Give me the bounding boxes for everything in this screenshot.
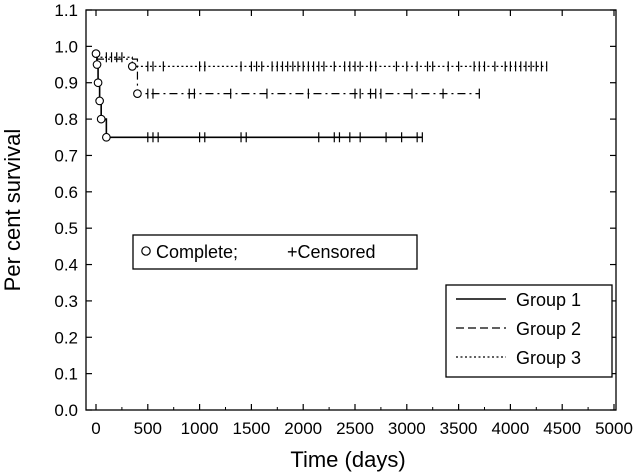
y-tick-label: 1.0 (54, 37, 78, 56)
x-tick-label: 500 (134, 419, 162, 438)
complete-point (93, 78, 103, 88)
y-tick-label: 0.0 (54, 401, 78, 420)
x-tick-label: 5000 (595, 419, 633, 438)
legend-label-group-1: Group 1 (516, 290, 581, 310)
complete-label: Complete; (156, 242, 238, 262)
y-tick-label: 0.7 (54, 146, 78, 165)
y-axis: 0.0 0.1 0.2 0.3 0.4 0.5 0.6 0.7 0.8 0.9 1.0 1.1 (54, 1, 616, 420)
x-tick-label: 4000 (491, 419, 529, 438)
series-layer (91, 49, 548, 143)
x-tick-label: 3500 (440, 419, 478, 438)
x-tick-label: 2000 (284, 419, 322, 438)
x-tick-label: 0 (91, 419, 100, 438)
complete-point (96, 114, 106, 124)
legend-label-group-3: Group 3 (516, 348, 581, 368)
x-tick-label: 2500 (336, 419, 374, 438)
x-tick-label: 1000 (181, 419, 219, 438)
y-axis-title: Per cent survival (0, 129, 25, 292)
series-legend-box (445, 284, 613, 378)
y-tick-label: 0.5 (54, 219, 78, 238)
complete-point (133, 89, 142, 98)
plot-frame (85, 9, 617, 411)
plot-area: 0.0 0.1 0.2 0.3 0.4 0.5 0.6 0.7 0.8 0.9 1.0 1.1 0 50… (54, 1, 633, 438)
series-line-group-3 (96, 56, 547, 68)
complete-point (127, 62, 137, 71)
series-group-1 (91, 49, 423, 143)
legend-label-group-2: Group 2 (516, 319, 581, 339)
y-tick-label: 0.2 (54, 328, 78, 347)
marker-legend: Complete; +Censored (132, 234, 418, 270)
x-axis: 0 500 1000 1500 2000 2500 3000 3500 4000 4500 5000 (91, 10, 633, 438)
complete-point (102, 132, 111, 142)
y-tick-label: 1.1 (54, 1, 78, 20)
x-axis-title: Time (days) (290, 447, 405, 472)
censored-label: +Censored (287, 242, 376, 262)
series-group-3 (96, 52, 548, 72)
marker-legend-box (132, 234, 418, 270)
x-tick-label: 1500 (232, 419, 270, 438)
complete-point (91, 49, 101, 58)
complete-point (92, 60, 102, 69)
y-tick-label: 0.8 (54, 110, 78, 129)
y-tick-label: 0.1 (54, 365, 78, 384)
y-tick-label: 0.6 (54, 183, 78, 202)
complete-point (95, 96, 104, 106)
y-tick-label: 0.4 (54, 256, 78, 275)
x-tick-label: 3000 (388, 419, 426, 438)
series-legend: Group 1 Group 2 Group 3 (445, 284, 613, 378)
complete-marker-icon (141, 246, 151, 256)
y-tick-label: 0.9 (54, 74, 78, 93)
x-tick-label: 4500 (543, 419, 581, 438)
y-tick-label: 0.3 (54, 292, 78, 311)
